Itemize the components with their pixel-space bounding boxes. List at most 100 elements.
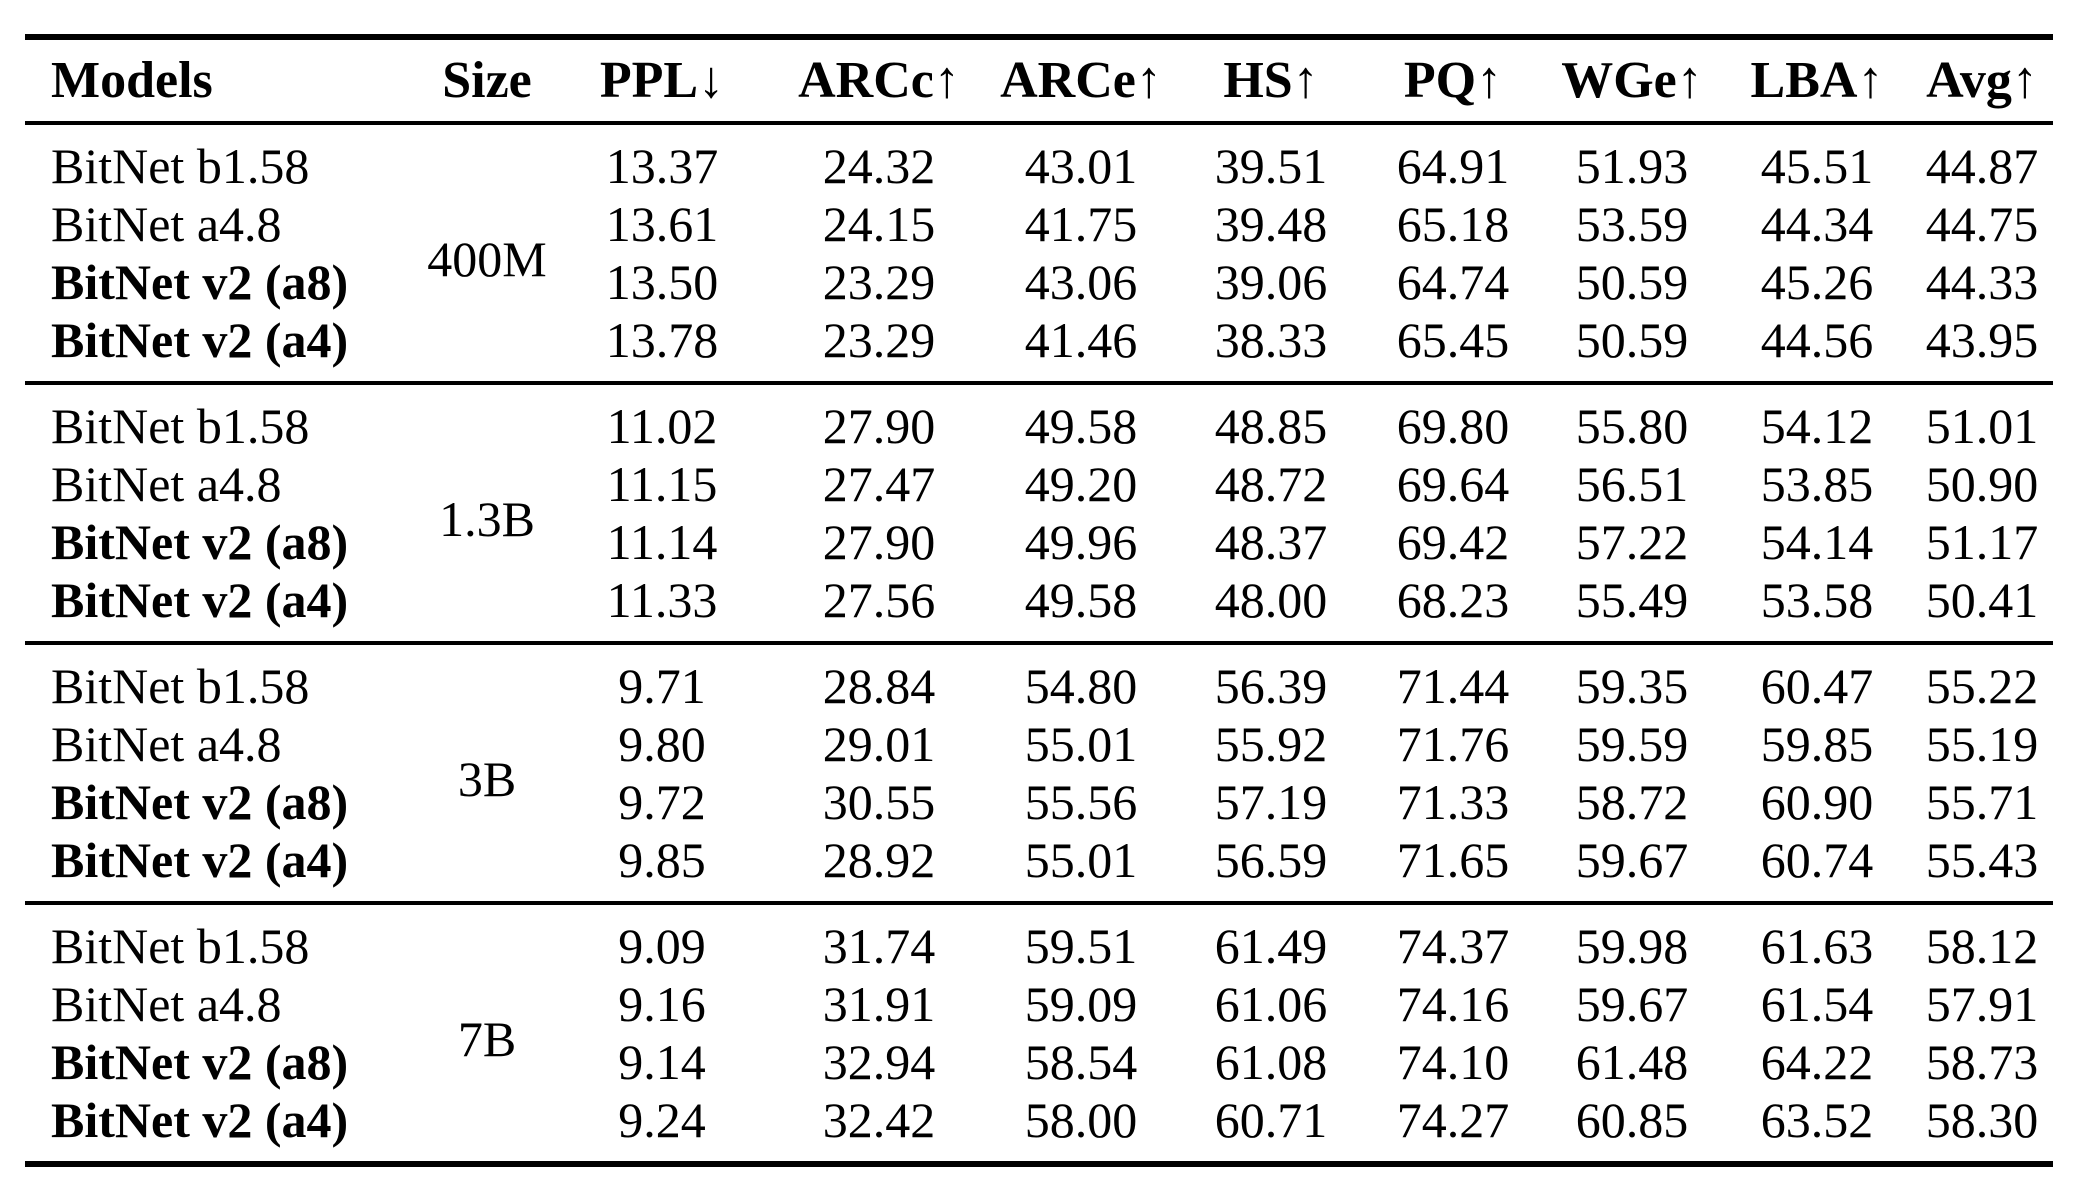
col-header-size: Size bbox=[442, 52, 532, 109]
table-row: BitNet v2 (a4) 9.24 32.42 58.00 60.71 74.27 60… bbox=[25, 1091, 2053, 1164]
table-row: BitNet b1.58 3B 9.71 28.84 54.80 56.39 71.44 59… bbox=[25, 643, 2053, 804]
table-row: BitNet v2 (a8) 9.14 32.94 58.54 61.08 74.10 61… bbox=[25, 1033, 2053, 1091]
metric-value: 51.93 bbox=[1575, 137, 1689, 194]
col-header-ppl: PPL↓ bbox=[599, 52, 725, 109]
metric-value: 55.92 bbox=[1214, 715, 1328, 772]
metric-value: 59.85 bbox=[1760, 715, 1874, 772]
model-name: BitNet v2 (a8) bbox=[51, 773, 349, 830]
model-name: BitNet v2 (a8) bbox=[51, 1033, 349, 1090]
size-group-3b: BitNet b1.58 3B 9.71 28.84 54.80 56.39 71.44 59… bbox=[25, 642, 2053, 903]
metric-value: 50.41 bbox=[1925, 571, 2039, 628]
metric-value: 59.35 bbox=[1575, 657, 1689, 714]
metric-value: 44.33 bbox=[1925, 253, 2039, 310]
metric-value: 59.67 bbox=[1575, 831, 1689, 888]
metric-value: 53.85 bbox=[1760, 455, 1874, 512]
table-row: BitNet a4.8 9.16 31.91 59.09 61.06 74.16 59.67… bbox=[25, 975, 2053, 1033]
metric-value: 61.48 bbox=[1575, 1033, 1689, 1090]
table-row: BitNet v2 (a4) 11.33 27.56 49.58 48.00 68.23 5… bbox=[25, 571, 2053, 643]
metric-value: 43.06 bbox=[1024, 253, 1138, 310]
metric-value: 32.94 bbox=[822, 1033, 936, 1090]
metric-value: 39.51 bbox=[1214, 137, 1328, 194]
col-header-models: Models bbox=[51, 52, 213, 109]
metric-value: 57.22 bbox=[1575, 513, 1689, 570]
table-row: BitNet a4.8 9.80 29.01 55.01 55.92 71.76 59.59… bbox=[25, 715, 2053, 773]
metric-value: 49.20 bbox=[1024, 455, 1138, 512]
model-name: BitNet a4.8 bbox=[51, 975, 282, 1032]
metric-value: 48.37 bbox=[1214, 513, 1328, 570]
metric-value: 28.84 bbox=[822, 657, 936, 714]
metric-value: 59.98 bbox=[1575, 917, 1689, 974]
metric-value: 71.44 bbox=[1396, 657, 1510, 714]
metric-value: 58.00 bbox=[1024, 1091, 1138, 1148]
metric-value: 39.48 bbox=[1214, 195, 1328, 252]
metric-value: 39.06 bbox=[1214, 253, 1328, 310]
col-header-hs: HS↑ bbox=[1223, 52, 1319, 109]
metric-value: 71.33 bbox=[1396, 773, 1510, 830]
metric-value: 71.65 bbox=[1396, 831, 1510, 888]
metric-value: 71.76 bbox=[1396, 715, 1510, 772]
table-row: BitNet v2 (a8) 9.72 30.55 55.56 57.19 71.33 58… bbox=[25, 773, 2053, 831]
model-name: BitNet b1.58 bbox=[51, 137, 310, 194]
metric-value: 27.56 bbox=[822, 571, 936, 628]
metric-value: 27.47 bbox=[822, 455, 936, 512]
model-name: BitNet a4.8 bbox=[51, 195, 282, 252]
model-name: BitNet b1.58 bbox=[51, 917, 310, 974]
metric-value: 74.10 bbox=[1396, 1033, 1510, 1090]
metric-value: 13.50 bbox=[605, 253, 719, 310]
metric-value: 31.74 bbox=[822, 917, 936, 974]
metric-value: 48.85 bbox=[1214, 397, 1328, 454]
metric-value: 13.78 bbox=[605, 311, 719, 368]
metric-value: 29.01 bbox=[822, 715, 936, 772]
table-row: BitNet b1.58 7B 9.09 31.74 59.51 61.49 74.37 59… bbox=[25, 903, 2053, 1064]
metric-value: 61.54 bbox=[1760, 975, 1874, 1032]
metric-value: 69.80 bbox=[1396, 397, 1510, 454]
model-name: BitNet v2 (a4) bbox=[51, 311, 349, 368]
model-name: BitNet v2 (a8) bbox=[51, 253, 349, 310]
metric-value: 49.58 bbox=[1024, 571, 1138, 628]
metric-value: 60.85 bbox=[1575, 1091, 1689, 1148]
metric-value: 58.12 bbox=[1925, 917, 2039, 974]
table-row: BitNet a4.8 11.15 27.47 49.20 48.72 69.64 56.5… bbox=[25, 455, 2053, 513]
col-header-wge: WGe↑ bbox=[1561, 52, 1703, 109]
metric-value: 74.27 bbox=[1396, 1091, 1510, 1148]
metric-value: 11.15 bbox=[606, 455, 718, 512]
metric-value: 11.14 bbox=[606, 513, 718, 570]
metric-value: 58.54 bbox=[1024, 1033, 1138, 1090]
metric-value: 58.73 bbox=[1925, 1033, 2039, 1090]
metric-value: 51.17 bbox=[1925, 513, 2039, 570]
model-name: BitNet b1.58 bbox=[51, 657, 310, 714]
metric-value: 9.16 bbox=[618, 975, 706, 1032]
metric-value: 55.01 bbox=[1024, 715, 1138, 772]
metric-value: 43.01 bbox=[1024, 137, 1138, 194]
size-label: 1.3B bbox=[439, 490, 535, 547]
size-group-400m: BitNet b1.58 400M 13.37 24.32 43.01 39.51 64.9… bbox=[25, 122, 2053, 383]
metric-value: 13.61 bbox=[605, 195, 719, 252]
metric-value: 63.52 bbox=[1760, 1091, 1874, 1148]
metric-value: 51.01 bbox=[1925, 397, 2039, 454]
metric-value: 65.45 bbox=[1396, 311, 1510, 368]
metric-value: 54.14 bbox=[1760, 513, 1874, 570]
metric-value: 56.51 bbox=[1575, 455, 1689, 512]
metric-value: 55.01 bbox=[1024, 831, 1138, 888]
metric-value: 56.39 bbox=[1214, 657, 1328, 714]
metric-value: 9.85 bbox=[618, 831, 706, 888]
metric-value: 9.71 bbox=[618, 657, 706, 714]
metric-value: 50.59 bbox=[1575, 311, 1689, 368]
metric-value: 68.23 bbox=[1396, 571, 1510, 628]
metric-value: 54.12 bbox=[1760, 397, 1874, 454]
metric-value: 60.90 bbox=[1760, 773, 1874, 830]
size-label: 7B bbox=[457, 1010, 517, 1067]
metric-value: 30.55 bbox=[822, 773, 936, 830]
metric-value: 57.19 bbox=[1214, 773, 1328, 830]
metric-value: 24.32 bbox=[822, 137, 936, 194]
size-group-13b: BitNet b1.58 1.3B 11.02 27.90 49.58 48.85 69.8… bbox=[25, 382, 2053, 643]
col-header-arcc: ARCc↑ bbox=[798, 52, 960, 109]
metric-value: 58.72 bbox=[1575, 773, 1689, 830]
table-row: BitNet a4.8 13.61 24.15 41.75 39.48 65.18 53.5… bbox=[25, 195, 2053, 253]
model-name: BitNet a4.8 bbox=[51, 715, 282, 772]
metric-value: 61.63 bbox=[1760, 917, 1874, 974]
metric-value: 74.16 bbox=[1396, 975, 1510, 1032]
table-row: BitNet v2 (a4) 13.78 23.29 41.46 38.33 65.45 5… bbox=[25, 311, 2053, 383]
metric-value: 27.90 bbox=[822, 397, 936, 454]
metric-value: 50.90 bbox=[1925, 455, 2039, 512]
